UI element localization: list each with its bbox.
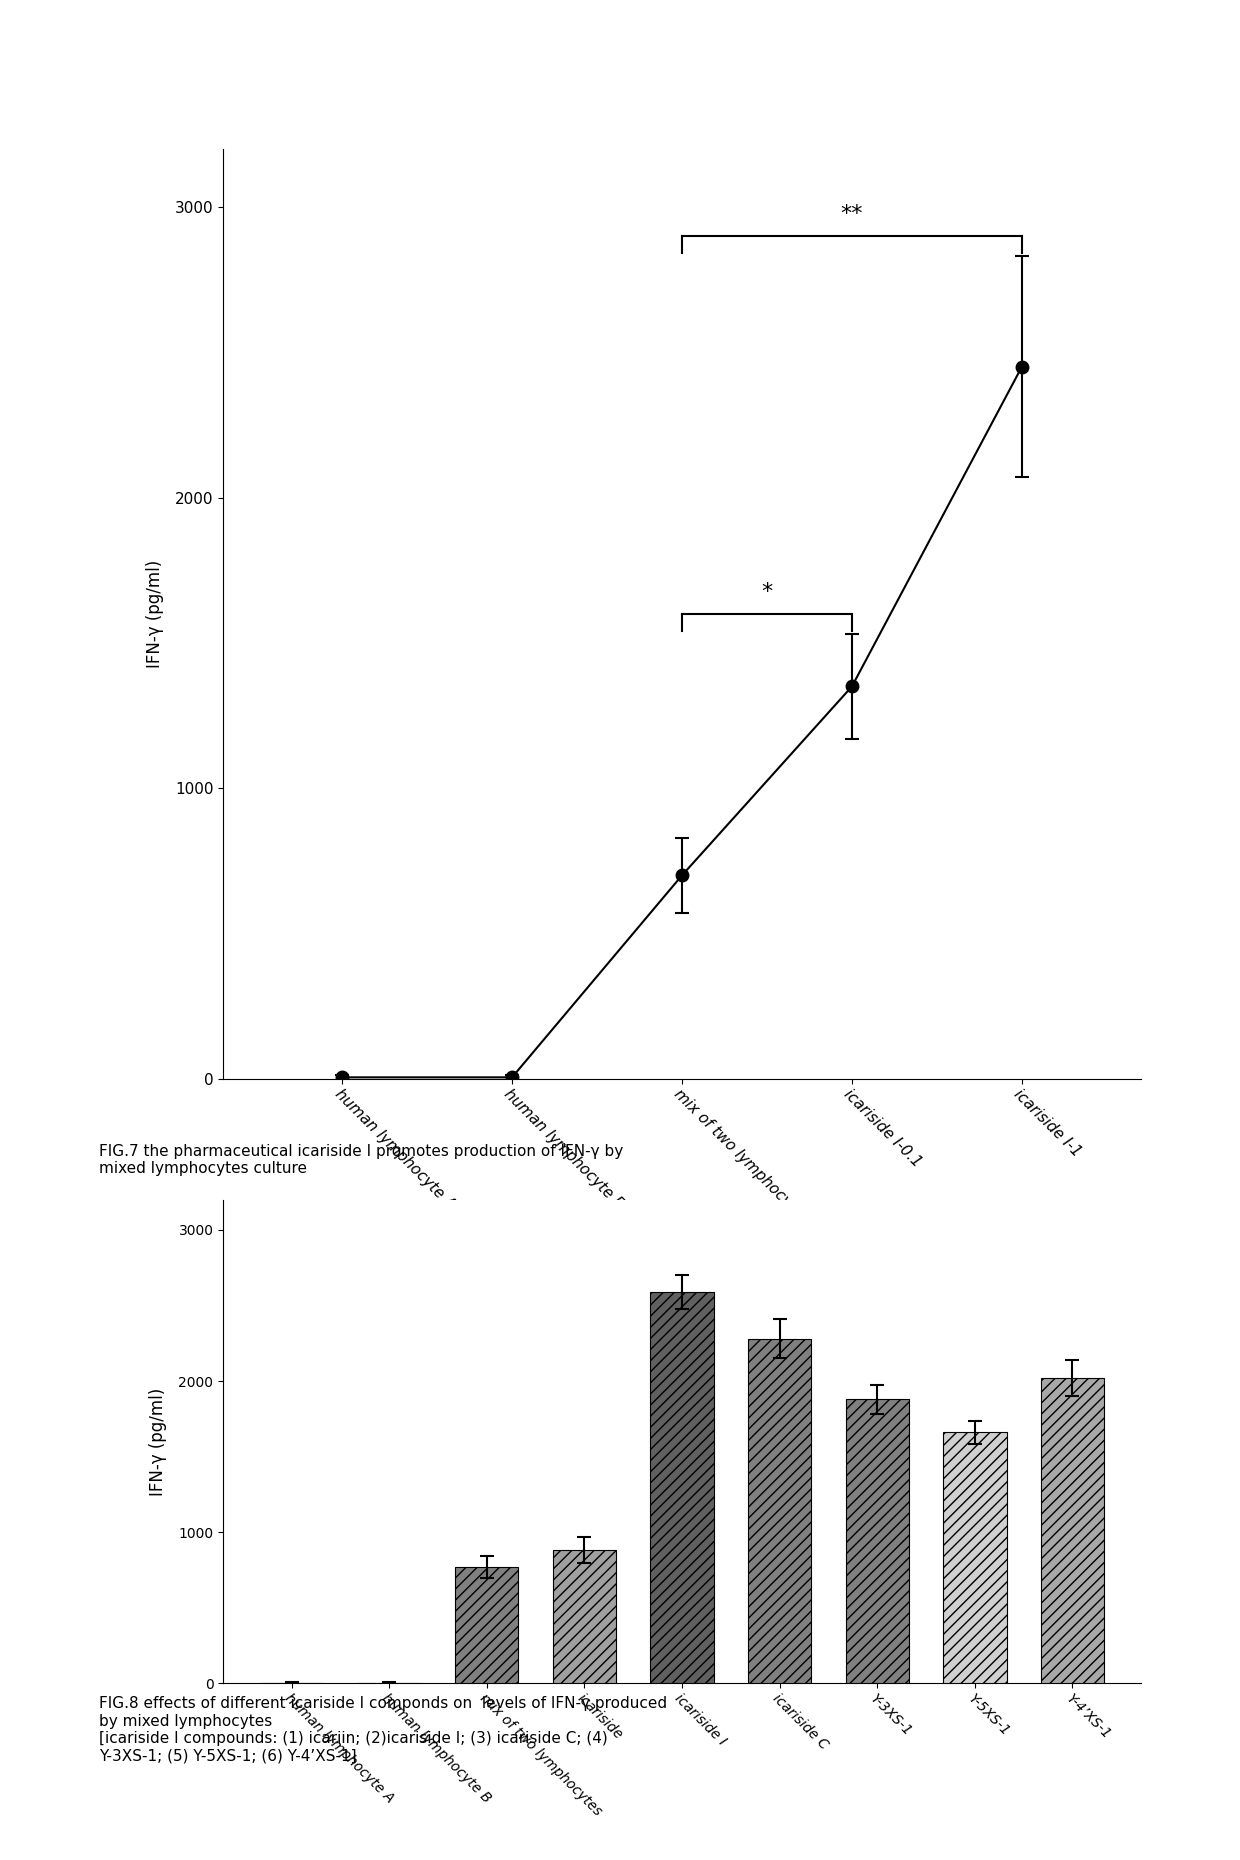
Bar — [553, 1551, 616, 1683]
Bar — [650, 1293, 714, 1683]
Y-axis label: IFN-γ (pg/ml): IFN-γ (pg/ml) — [146, 560, 164, 668]
Bar — [846, 1399, 909, 1683]
Text: **: ** — [841, 205, 863, 225]
Text: *: * — [761, 582, 773, 603]
Bar — [944, 1432, 1007, 1683]
Bar — [1040, 1378, 1104, 1683]
Y-axis label: IFN-γ (pg/ml): IFN-γ (pg/ml) — [149, 1388, 167, 1495]
Text: FIG.7 the pharmaceutical icariside I promotes production of IFN-γ by
mixed lymph: FIG.7 the pharmaceutical icariside I pro… — [99, 1144, 624, 1176]
Bar — [748, 1339, 811, 1683]
Text: FIG.8 effects of different icariside I componds on  levels of IFN-γ produced
by : FIG.8 effects of different icariside I c… — [99, 1696, 667, 1763]
Bar — [455, 1566, 518, 1683]
